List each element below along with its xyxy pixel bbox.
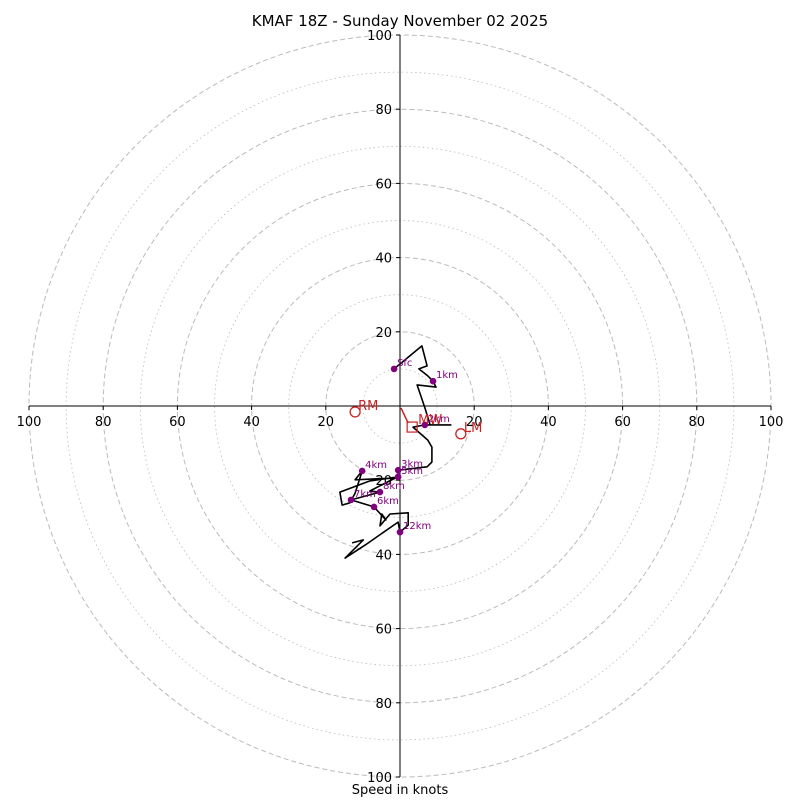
- x-tick-label: 20: [466, 415, 483, 430]
- x-tick-label: 20: [318, 415, 335, 430]
- x-tick-label: 80: [95, 415, 112, 430]
- height-marker-label: 7km: [354, 489, 376, 500]
- height-marker-label: 1km: [436, 370, 458, 381]
- height-marker-label: 4km: [365, 460, 387, 471]
- height-marker-label: 2km: [428, 414, 450, 425]
- y-tick-label: 40: [375, 548, 392, 563]
- storm-motion-label: LM: [464, 421, 482, 436]
- y-tick-label: 100: [367, 771, 392, 786]
- x-tick-label: 60: [169, 415, 186, 430]
- height-marker: [394, 473, 402, 481]
- height-marker: [376, 488, 384, 496]
- y-tick-label: 60: [375, 623, 392, 638]
- height-marker-label: 5km: [401, 466, 423, 477]
- x-axis-label: Speed in knots: [351, 783, 449, 798]
- height-marker: [421, 421, 429, 429]
- y-tick-label: 40: [375, 252, 392, 267]
- height-marker: [396, 528, 404, 536]
- y-tick-label: 60: [375, 177, 392, 192]
- height-marker: [390, 365, 398, 373]
- storm-motion-marker: [455, 428, 467, 440]
- height-marker: [429, 377, 437, 385]
- mean-wind-marker: [406, 421, 418, 433]
- x-tick-label: 40: [540, 415, 557, 430]
- chart-title: KMAF 18Z - Sunday November 02 2025: [251, 12, 549, 30]
- y-tick-label: 20: [375, 326, 392, 341]
- y-tick-label: 80: [375, 697, 392, 712]
- x-tick-label: 100: [17, 415, 42, 430]
- mean-wind-arrow: [400, 407, 409, 424]
- height-marker-label: 12km: [403, 521, 431, 532]
- x-tick-label: 60: [614, 415, 631, 430]
- height-marker-label: 8km: [383, 481, 405, 492]
- y-tick-label: 100: [367, 29, 392, 44]
- height-marker-label: Sfc: [397, 358, 412, 369]
- height-marker: [394, 466, 402, 474]
- storm-motion-marker: [349, 406, 361, 418]
- height-marker-label: 3km: [401, 459, 423, 470]
- height-marker: [358, 467, 366, 475]
- height-marker: [347, 496, 355, 504]
- storm-motion-label: RM: [358, 399, 378, 414]
- x-tick-label: 40: [243, 415, 260, 430]
- storm-motion-label: MW: [418, 413, 442, 428]
- y-tick-label: 80: [375, 103, 392, 118]
- height-marker-label: 6km: [377, 496, 399, 507]
- hodograph-trace: [339, 345, 452, 559]
- x-tick-label: 80: [689, 415, 706, 430]
- x-tick-label: 100: [759, 415, 784, 430]
- height-marker: [370, 503, 378, 511]
